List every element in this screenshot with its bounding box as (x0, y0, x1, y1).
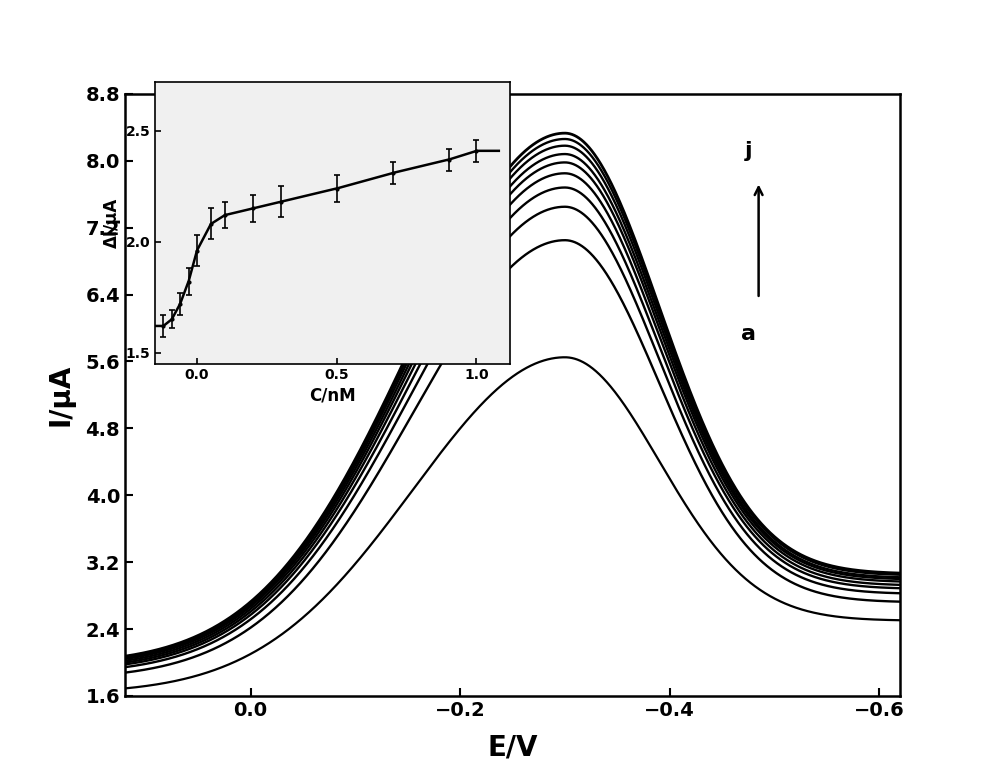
Text: j: j (744, 141, 752, 161)
Y-axis label: ΔI/μA: ΔI/μA (103, 198, 121, 248)
Text: a: a (741, 324, 756, 344)
X-axis label: C/nM: C/nM (309, 386, 356, 404)
Y-axis label: I/μA: I/μA (46, 364, 74, 426)
X-axis label: E/V: E/V (487, 734, 538, 762)
